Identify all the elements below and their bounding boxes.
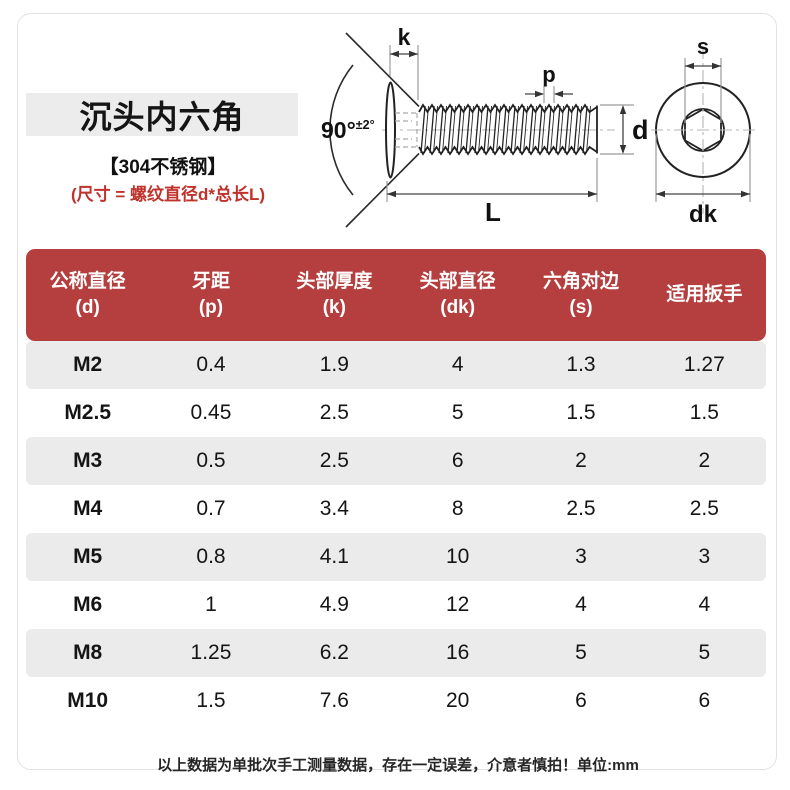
angle-arc	[329, 64, 354, 196]
screw-end-view: s dk	[651, 34, 757, 228]
table-row: M10 1.5 7.6 20 6 6	[67, 689, 711, 712]
size-note: (尺寸 = 螺纹直径d*总长L)	[70, 185, 266, 204]
dimension-p: p	[525, 62, 573, 103]
table-row: M8 1.25 6.2 16 5 5	[26, 629, 766, 677]
table-row: M2 0.4 1.9 4 1.3 1.27	[26, 341, 766, 389]
table-header: 公称直径 (d) 牙距 (p) 头部厚度 (k) 头部直径 (dk) 六角对边 (s) 适…	[26, 249, 766, 341]
countersunk-head-face	[385, 81, 396, 179]
header-cell-d: 公称直径 (d)	[49, 271, 126, 318]
dimension-k: k	[389, 24, 419, 100]
screw-technical-drawing: 90°±2° k p d	[321, 24, 757, 228]
p-label: p	[542, 62, 555, 87]
hidden-socket-lines	[395, 112, 418, 148]
s-label: s	[697, 34, 709, 59]
dimension-L: L	[386, 158, 598, 227]
d-label: d	[632, 115, 649, 145]
spec-table: 公称直径 (d) 牙距 (p) 头部厚度 (k) 头部直径 (dk) 六角对边 (s) 适…	[26, 249, 766, 725]
header-cell-p: 牙距 (p)	[191, 271, 230, 318]
header-cell-wrench: 适用扳手	[666, 284, 743, 305]
material-label: 【304不锈钢】	[99, 157, 227, 178]
dimension-d: d	[600, 104, 649, 155]
k-label: k	[398, 24, 411, 50]
table-row: M4 0.7 3.4 8 2.5 2.5	[73, 497, 719, 520]
dimension-dk: dk	[655, 134, 751, 228]
dk-label: dk	[689, 201, 718, 228]
header-cell-k: 头部厚度 (k)	[296, 271, 373, 318]
dimension-s: s	[684, 34, 722, 123]
L-label: L	[485, 197, 501, 227]
table-row: M2.5 0.45 2.5 5 1.5 1.5	[64, 401, 719, 424]
header-cell-s: 六角对边 (s)	[542, 271, 619, 318]
table-row: M6 1 4.9 12 4 4	[73, 593, 711, 616]
screw-side-view: 90°±2°	[321, 32, 615, 228]
product-title: 沉头内六角	[79, 98, 245, 135]
table-row: M3 0.5 2.5 6 2 2	[26, 437, 766, 485]
footer-note: 以上数据为单批次手工测量数据，存在一定误差，介意者慎拍！单位:mm	[157, 757, 639, 774]
product-title-bar: 沉头内六角	[26, 93, 298, 136]
product-card: 沉头内六角 【304不锈钢】 (尺寸 = 螺纹直径d*总长L)	[17, 13, 777, 774]
header-cell-dk: 头部直径 (dk)	[419, 271, 496, 318]
table-row: M5 0.8 4.1 10 3 3	[26, 533, 766, 581]
angle-label: 90°±2°	[321, 117, 375, 143]
thread	[418, 103, 598, 156]
